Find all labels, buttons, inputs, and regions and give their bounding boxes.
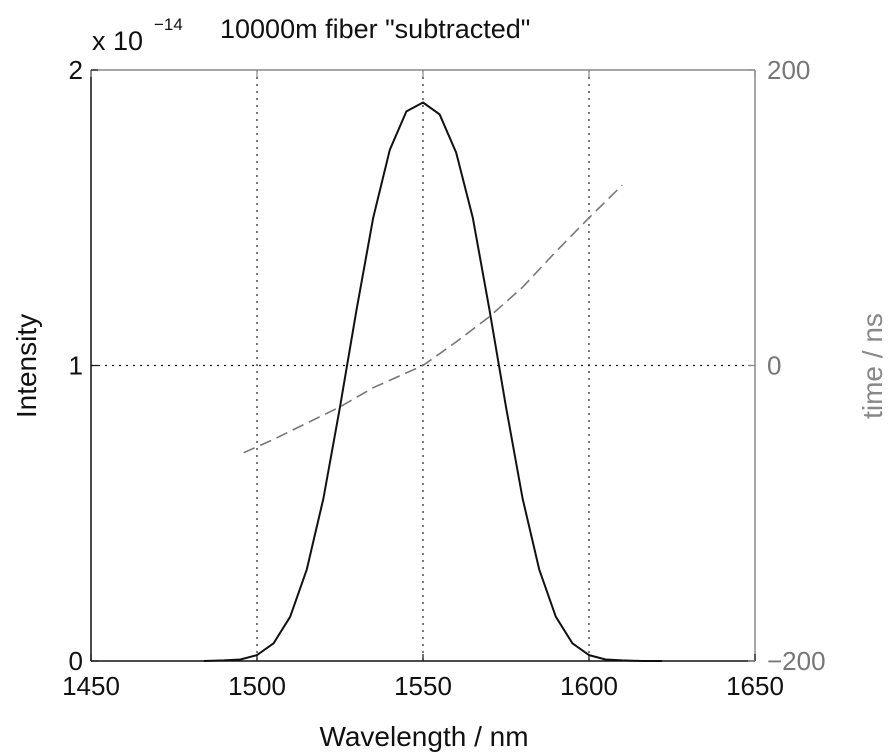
y2-tick-label: 200 (767, 55, 810, 85)
x-tick-label: 1550 (394, 671, 452, 701)
y-tick-label: 0 (69, 646, 83, 676)
x-axis-label: Wavelength / nm (319, 721, 528, 752)
y-multiplier-exponent: −14 (154, 15, 183, 34)
x-tick-label: 1500 (228, 671, 286, 701)
tick-labels: 1450 1500 1550 1600 1650 0 1 2 −200 0 200 (62, 55, 826, 701)
y2-tick-label: −200 (767, 646, 826, 676)
y-axis-label: Intensity (11, 314, 42, 418)
y2-tick-label: 0 (767, 351, 781, 381)
chart-title: 10000m fiber "subtracted" (220, 14, 530, 44)
y-multiplier-base: x 10 (92, 26, 143, 56)
time-series-line (243, 184, 623, 454)
x-tick-label: 1450 (62, 671, 120, 701)
series-lines (203, 101, 662, 662)
y-tick-label: 1 (69, 351, 83, 381)
y2-axis-label: time / ns (857, 313, 888, 419)
x-tick-label: 1600 (560, 671, 618, 701)
intensity-series-line (203, 101, 662, 662)
x-tick-label: 1650 (726, 671, 784, 701)
axes (90, 69, 756, 662)
y-tick-label: 2 (69, 55, 83, 85)
